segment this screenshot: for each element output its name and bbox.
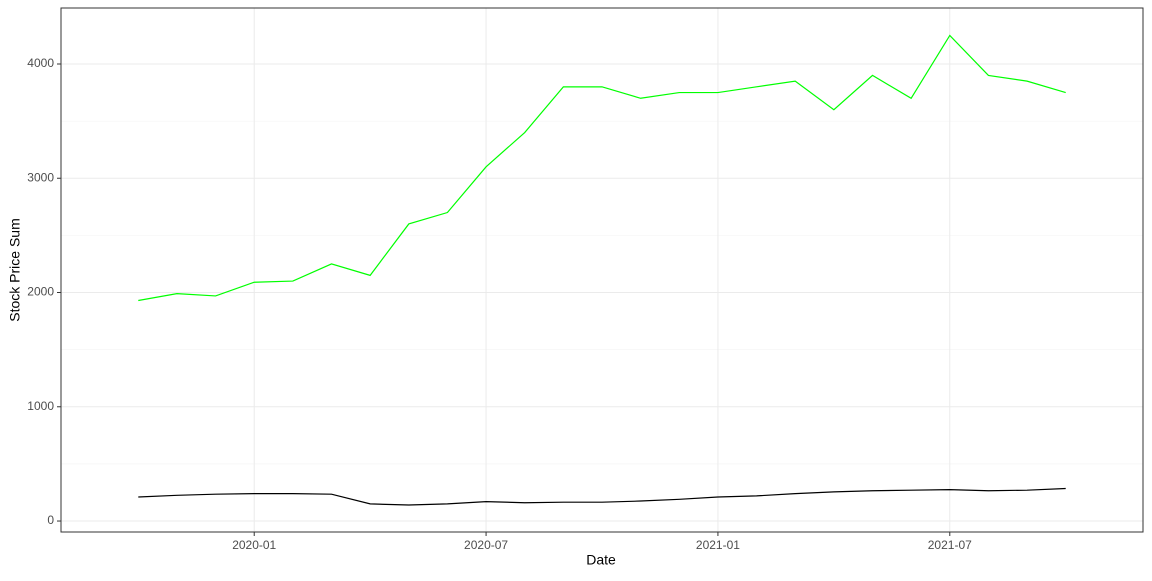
x-tick-label: 2021-01 (696, 538, 740, 552)
y-tick-label: 4000 (27, 56, 54, 70)
x-tick-label: 2020-01 (232, 538, 276, 552)
y-axis-label: Stock Price Sum (7, 218, 23, 321)
y-tick-label: 0 (47, 513, 54, 527)
x-tick-label: 2020-07 (464, 538, 508, 552)
series-line (138, 34, 1066, 302)
x-axis-label: Date (586, 552, 616, 568)
series-line (138, 487, 1066, 506)
y-tick-label: 3000 (27, 170, 54, 184)
x-tick-label: 2021-07 (928, 538, 972, 552)
y-tick-label: 2000 (27, 285, 54, 299)
y-tick-label: 1000 (27, 399, 54, 413)
plot-frame (60, 7, 1144, 533)
